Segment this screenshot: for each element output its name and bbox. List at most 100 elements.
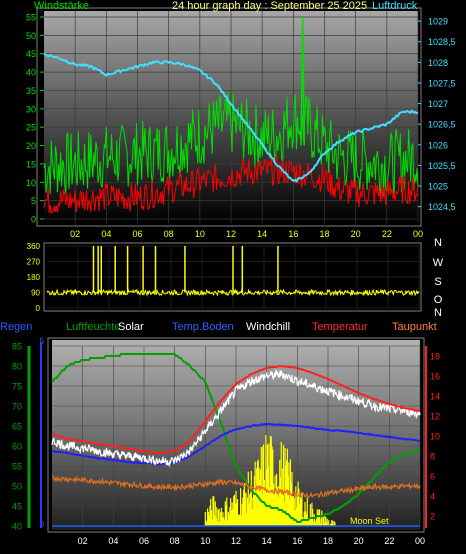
panel1-x-ticks: 02 04 06 08 10 12 14 16 18 20 22 00 [70, 229, 423, 239]
legend-soiltemp: Temp.Boden [172, 321, 234, 333]
pressure-tick-label: 1025,5 [428, 161, 456, 171]
wind-spike [300, 16, 305, 146]
panel-wind-pressure: 0 5 10 15 20 25 30 35 40 45 50 55 1024,5 1025 1025,5 1… [26, 7, 456, 239]
humidity-tick-label: 60 [12, 442, 22, 452]
wind-tick-label: 15 [26, 159, 36, 169]
panel1-left-ticks: 0 5 10 15 20 25 30 35 40 45 50 55 [26, 13, 36, 225]
legend-solar: Solar [118, 321, 144, 333]
panel3-left-ticks: 40 45 50 55 60 65 70 75 80 85 [12, 342, 22, 532]
direction-label: S [434, 276, 441, 288]
humidity-tick-label: 70 [12, 402, 22, 412]
direction-tick-label: 180 [27, 273, 41, 282]
x-tick-label: 10 [200, 536, 210, 546]
wind-tick-label: 55 [26, 13, 36, 23]
direction-label: W [433, 257, 444, 269]
x-tick-label: 20 [354, 536, 364, 546]
pressure-tick-label: 1026 [428, 140, 448, 150]
temperature-series [51, 365, 420, 455]
panel1-right-ticks: 1024,5 1025 1025,5 1026 1026,5 1027 1027,5 1028… [428, 17, 456, 213]
legend-temperature: Temperatur [312, 321, 368, 333]
x-tick-label: 02 [78, 536, 88, 546]
temp-tick-label: 16 [430, 372, 440, 382]
x-tick-label: 18 [319, 229, 329, 239]
pressure-tick-label: 1025 [428, 182, 448, 192]
wind-axis-label: Windstärke [34, 0, 89, 12]
dewpoint-series [51, 475, 421, 499]
legend-rain: Regen [0, 321, 32, 333]
pressure-tick-label: 1024,5 [428, 202, 456, 212]
wind-tick-label: 5 [31, 196, 36, 206]
humidity-series [51, 353, 420, 523]
x-tick-label: 16 [292, 536, 302, 546]
pressure-series [43, 53, 419, 183]
rain-tick-label: 0 [40, 520, 45, 529]
temp-tick-label: 4 [430, 492, 435, 502]
panel3-right-ticks: 2 4 6 8 10 12 14 16 18 [430, 352, 440, 522]
direction-label: N [434, 307, 442, 319]
direction-tick-label: 0 [36, 304, 41, 313]
wind-tick-label: 30 [26, 104, 36, 114]
humidity-tick-label: 65 [12, 422, 22, 432]
humidity-tick-label: 40 [12, 522, 22, 532]
x-tick-label: 10 [195, 229, 205, 239]
wind-tick-label: 25 [26, 123, 36, 133]
panel2-series [46, 246, 420, 297]
rain-tick-label: 5 [40, 337, 45, 346]
humidity-tick-label: 85 [12, 342, 22, 352]
temp-tick-label: 6 [430, 472, 435, 482]
wind-tick-label: 40 [26, 68, 36, 78]
soiltemp-series [51, 422, 421, 466]
wind-tick-label: 10 [26, 178, 36, 188]
gust-series [43, 156, 419, 215]
x-tick-label: 16 [288, 229, 298, 239]
panel2-left-ticks: 0 90 180 270 360 [27, 242, 41, 313]
humidity-tick-label: 45 [12, 502, 22, 512]
panel3-series [51, 353, 421, 527]
x-tick-label: 06 [132, 229, 142, 239]
x-tick-label: 20 [351, 229, 361, 239]
x-tick-label: 00 [415, 536, 425, 546]
pressure-axis-label: Luftdruck [372, 0, 418, 12]
panel3-x-ticks: 02 04 06 08 10 12 14 16 18 20 22 00 [78, 536, 425, 546]
direction-label: N [434, 237, 442, 249]
chart-title: 24 hour graph day : September 25 2025 [172, 0, 367, 12]
wind-tick-label: 35 [26, 86, 36, 96]
wind-tick-label: 50 [26, 31, 36, 41]
wind-tick-label: 45 [26, 49, 36, 59]
humidity-tick-label: 80 [12, 362, 22, 372]
x-tick-label: 04 [101, 229, 111, 239]
humidity-tick-label: 75 [12, 382, 22, 392]
legend-humidity: Luftfeuchte [66, 321, 120, 333]
x-tick-label: 14 [257, 229, 267, 239]
x-tick-label: 12 [226, 229, 236, 239]
pressure-tick-label: 1028,5 [428, 37, 456, 47]
temp-tick-label: 2 [430, 512, 435, 522]
pressure-tick-label: 1026,5 [428, 120, 456, 130]
humidity-tick-label: 50 [12, 482, 22, 492]
wind-tick-label: 20 [26, 141, 36, 151]
humidity-tick-label: 55 [12, 462, 22, 472]
x-tick-label: 14 [262, 536, 272, 546]
windchill-series [51, 369, 421, 468]
temp-tick-label: 12 [430, 412, 440, 422]
temp-tick-label: 14 [430, 392, 440, 402]
wind-tick-label: 0 [31, 215, 36, 225]
x-tick-label: 18 [323, 536, 333, 546]
pressure-tick-label: 1027,5 [428, 78, 456, 88]
direction-tick-label: 90 [31, 289, 40, 298]
temp-tick-label: 10 [430, 432, 440, 442]
panel1-series [43, 16, 419, 215]
legend-dewpoint: Taupunkt [392, 321, 437, 333]
moon-set-annotation: Moon Set [350, 516, 389, 526]
x-tick-label: 06 [139, 536, 149, 546]
panel3-rain-ticks: 05 [40, 337, 45, 529]
winddir-series [46, 288, 420, 297]
x-tick-label: 22 [384, 536, 394, 546]
x-tick-label: 08 [170, 536, 180, 546]
x-tick-label: 22 [382, 229, 392, 239]
legend: Regen Luftfeuchte Solar Temp.Boden Windc… [0, 321, 437, 333]
